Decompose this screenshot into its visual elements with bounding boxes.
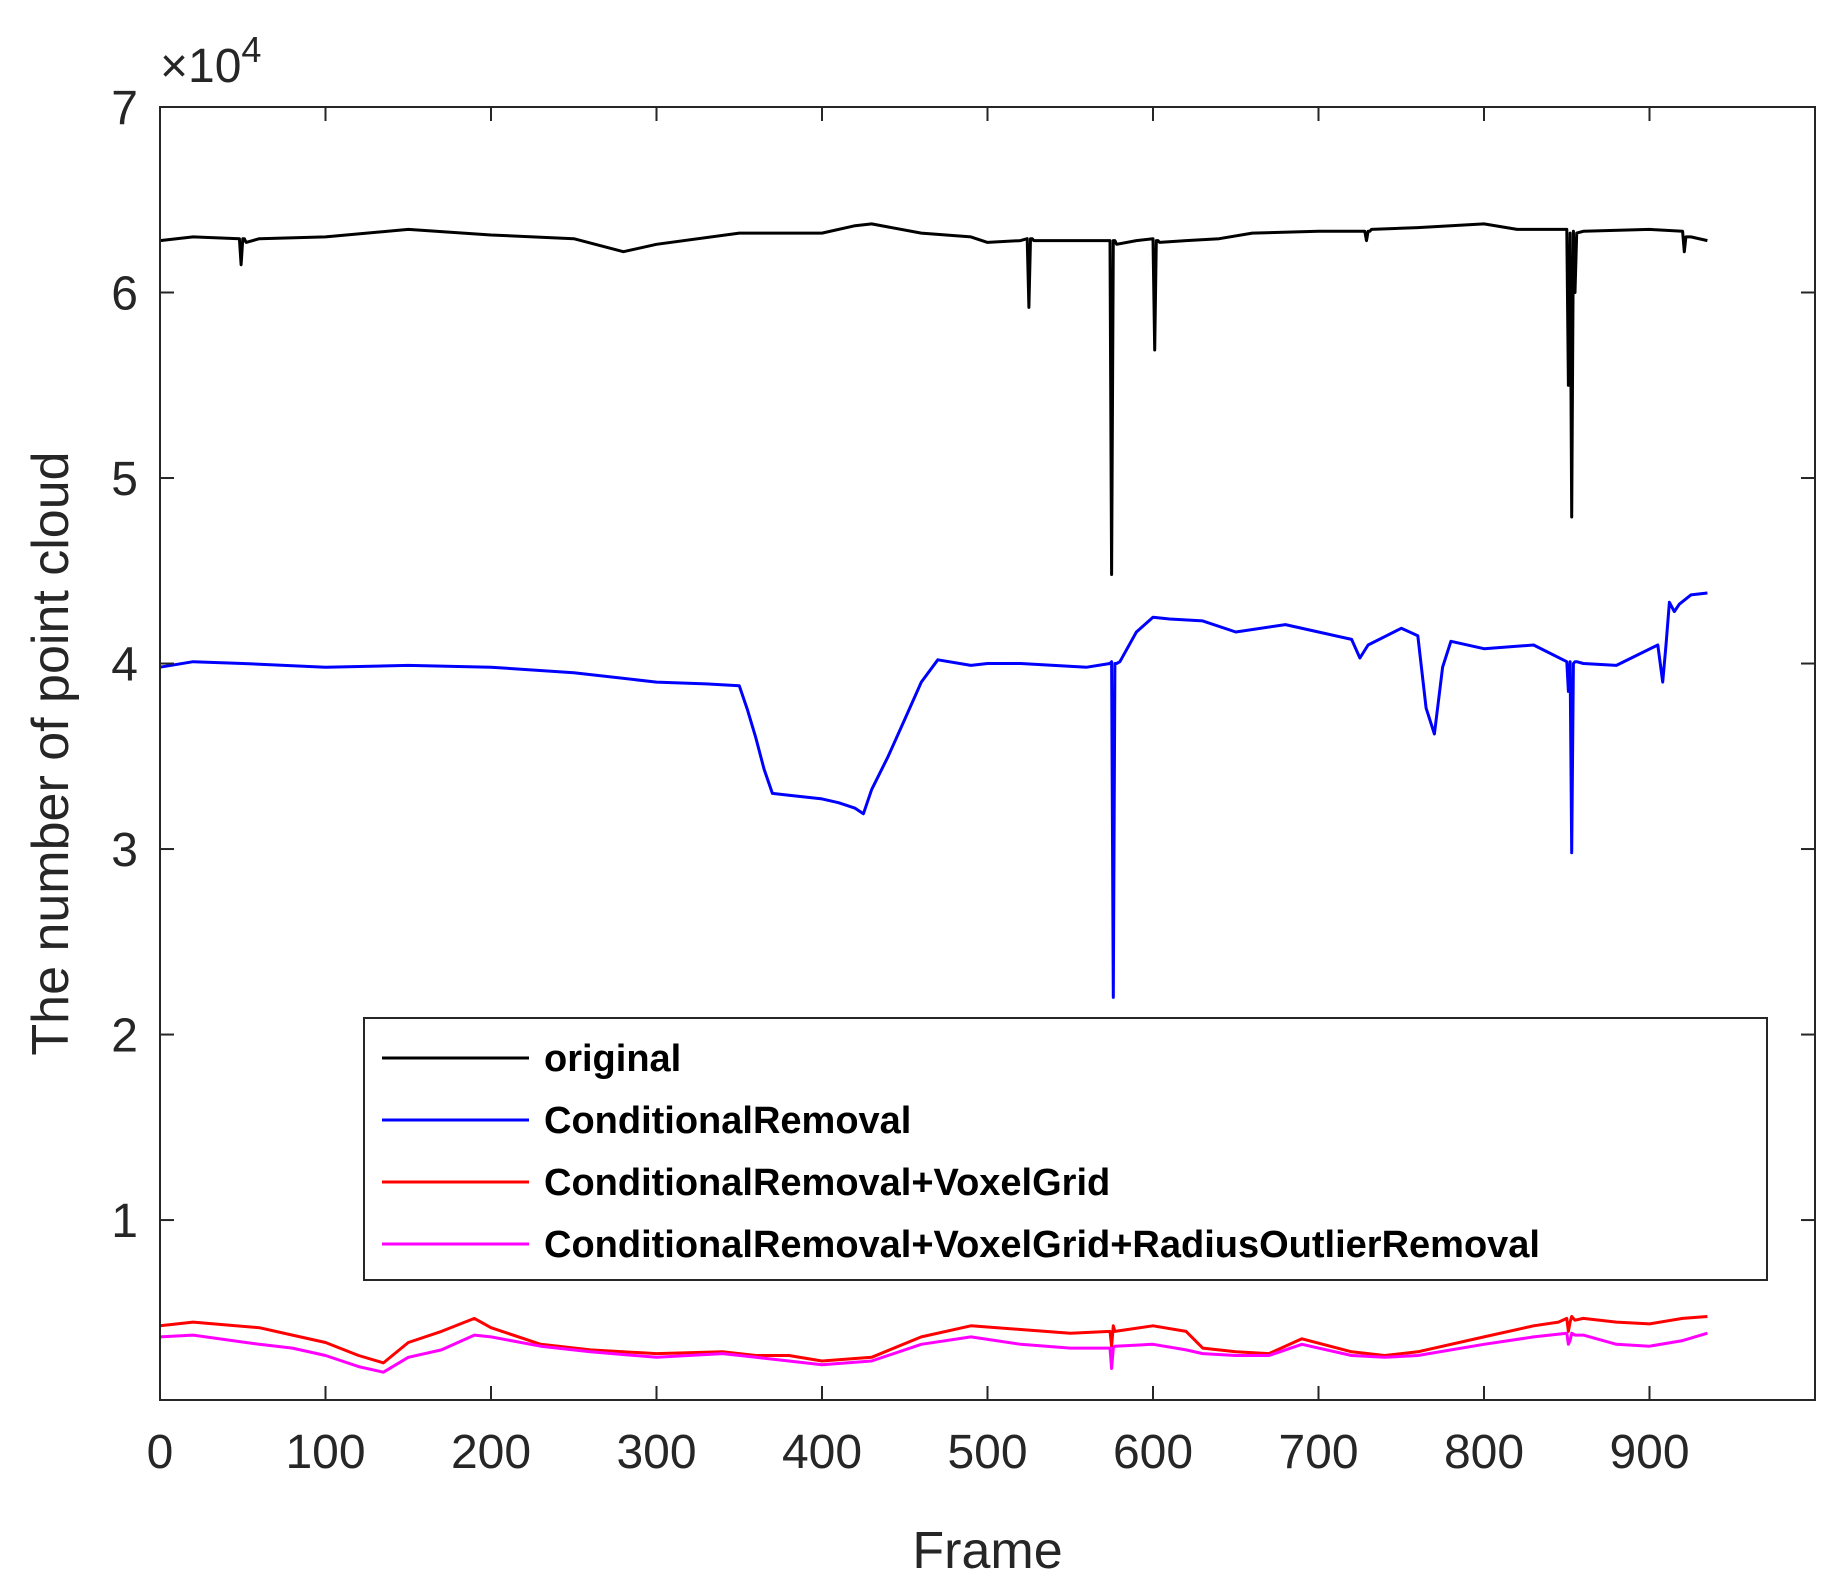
series-layer bbox=[159, 222, 1708, 1374]
y-axis: 1 2 3 4 5 6 7 bbox=[111, 82, 1815, 1248]
x-tick-label: 700 bbox=[1278, 1426, 1358, 1479]
series-line-1 bbox=[159, 222, 1708, 576]
x-tick-label: 200 bbox=[451, 1426, 531, 1479]
legend-label: original bbox=[544, 1038, 681, 1080]
y-axis-title: The number of point cloud bbox=[22, 451, 80, 1055]
legend-box bbox=[363, 1017, 1768, 1281]
y-tick-label: 4 bbox=[111, 639, 138, 692]
x-tick-label: 800 bbox=[1444, 1426, 1524, 1479]
x-tick-label: 600 bbox=[1113, 1426, 1193, 1479]
y-tick-label: 5 bbox=[111, 453, 138, 506]
x-tick-label: 0 bbox=[147, 1426, 174, 1479]
series-line-4 bbox=[159, 1331, 1708, 1374]
y-tick-label: 3 bbox=[111, 824, 138, 877]
exponent-base: ×10 bbox=[160, 40, 241, 93]
x-tick-label: 300 bbox=[616, 1426, 696, 1479]
x-tick-label: 500 bbox=[947, 1426, 1027, 1479]
legend-label: ConditionalRemoval+VoxelGrid+RadiusOutli… bbox=[544, 1224, 1540, 1266]
y-tick-label: 7 bbox=[111, 82, 138, 135]
y-tick-label: 1 bbox=[111, 1195, 138, 1248]
legend-label: ConditionalRemoval bbox=[544, 1100, 911, 1142]
exponent-power: 4 bbox=[241, 29, 261, 70]
plot-area: 0 100 200 300 400 500 600 700 800 900 1 2 3 4 5 6 7 bbox=[111, 82, 1816, 1479]
x-tick-label: 100 bbox=[285, 1426, 365, 1479]
x-tick-label: 900 bbox=[1609, 1426, 1689, 1479]
y-axis-exponent-label: ×104 bbox=[160, 29, 261, 93]
series-line-2 bbox=[159, 591, 1708, 999]
legend-label: ConditionalRemoval+VoxelGrid bbox=[544, 1162, 1110, 1204]
x-axis-title: Frame bbox=[912, 1522, 1062, 1580]
x-tick-label: 400 bbox=[782, 1426, 862, 1479]
legend: original ConditionalRemoval ConditionalRem… bbox=[363, 1017, 1768, 1281]
y-tick-label: 6 bbox=[111, 268, 138, 321]
series-line-3 bbox=[159, 1315, 1708, 1365]
x-axis: 0 100 200 300 400 500 600 700 800 900 bbox=[147, 107, 1690, 1479]
y-tick-label: 2 bbox=[111, 1010, 138, 1063]
